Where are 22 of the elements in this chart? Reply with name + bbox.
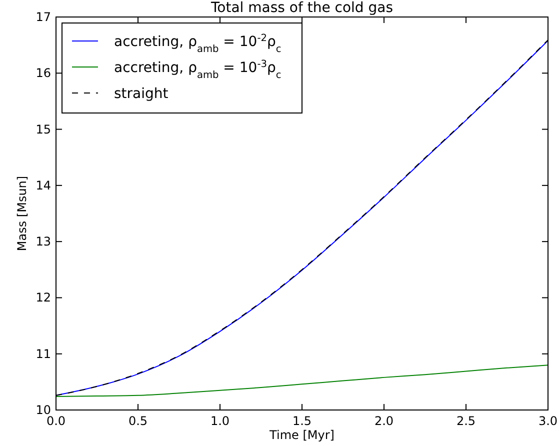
y-tick-label: 10 (36, 403, 51, 417)
x-tick-label: 0.0 (46, 414, 66, 428)
y-tick-label: 14 (36, 178, 51, 192)
y-axis-title: Mass [Msun] (15, 176, 29, 252)
y-tick-label: 13 (36, 234, 51, 249)
x-tick-label: 2.0 (374, 414, 394, 428)
x-axis-title: Time [Myr] (268, 428, 334, 442)
legend-label: accreting, ρ$_{amb}$ = 10$^{-3}$ρ$_{c}$ (114, 58, 282, 80)
line-series (56, 364, 548, 398)
y-tick-label: 15 (36, 122, 51, 136)
legend-label: accreting, ρ$_{amb}$ = 10$^{-2}$ρ$_{c}$ (114, 32, 282, 54)
x-tick-label: 3.0 (538, 414, 558, 428)
y-tick-label: 16 (36, 66, 51, 80)
y-tick-label: 11 (36, 346, 51, 361)
x-tick-label: 1.5 (292, 414, 312, 428)
x-tick-label: 0.5 (128, 414, 148, 428)
x-tick-label: 1.0 (210, 414, 230, 428)
y-tick-label: 17 (36, 10, 51, 24)
x-tick-label: 2.5 (456, 414, 476, 428)
legend-label: straight (114, 86, 169, 102)
y-tick-label: 12 (36, 290, 51, 305)
chart-title: Total mass of the cold gas (210, 0, 394, 16)
